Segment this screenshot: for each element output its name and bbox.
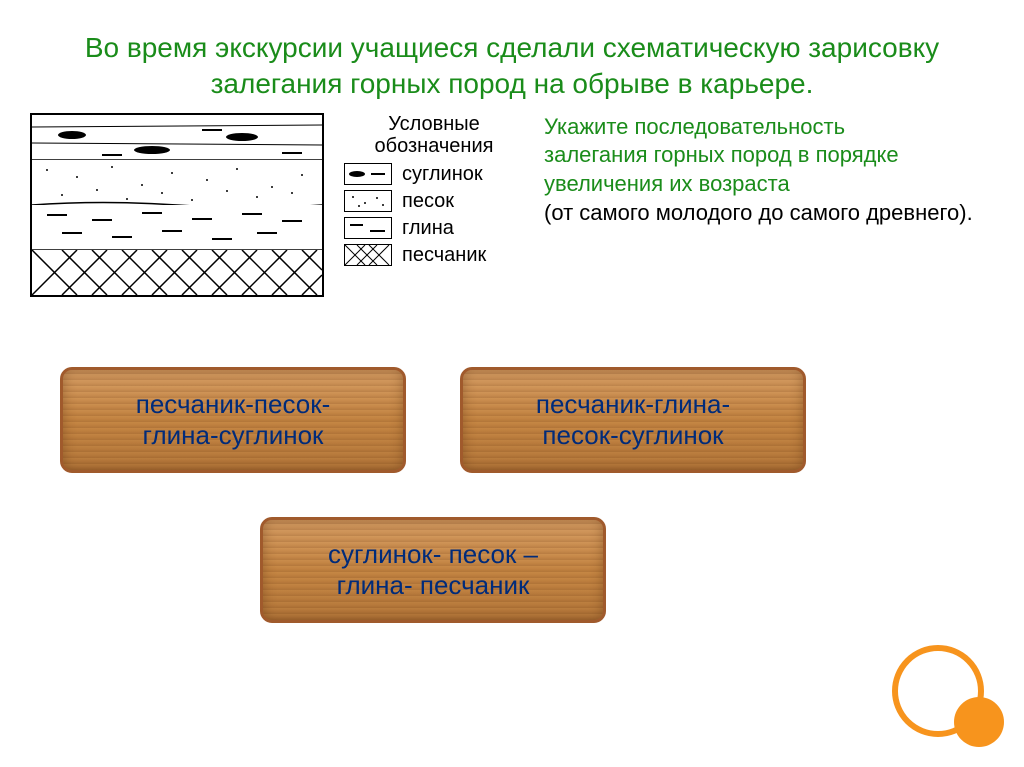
content-row: Условные обозначения суглинок песок глин… [0,113,1024,297]
answer-option-1[interactable]: песчаник-песок- глина-суглинок [60,367,406,473]
answer-option-2[interactable]: песчаник-глина- песок-суглинок [460,367,806,473]
legend-item: песок [344,190,524,213]
question-line: (от самого молодого до самого древнего). [544,200,973,225]
swatch-pesok [344,190,392,212]
option-text: песчаник-песок- [136,389,331,419]
legend-item: песчаник [344,244,524,267]
legend-label: песок [402,190,454,213]
option-text: песчаник-глина- [536,389,730,419]
question-text: Укажите последовательность залегания гор… [544,113,994,297]
option-text: глина- песчаник [337,570,530,600]
legend: Условные обозначения суглинок песок глин… [344,113,524,297]
page-title: Во время экскурсии учащиеся сделали схем… [0,0,1024,113]
swatch-peschanik [344,244,392,266]
strata-diagram [30,113,324,297]
option-text: песок-суглинок [542,420,723,450]
question-line: Укажите последовательность [544,114,845,139]
diagram-svg [32,115,322,295]
swatch-suglinok [344,163,392,185]
decoration-circle-solid [954,697,1004,747]
legend-item: глина [344,217,524,240]
question-line: залегания горных пород в порядке увеличе… [544,142,899,196]
legend-title: Условные обозначения [344,113,524,157]
option-text: глина-суглинок [143,420,324,450]
legend-label: глина [402,217,454,240]
answer-option-3[interactable]: суглинок- песок – глина- песчаник [260,517,606,623]
swatch-glina [344,217,392,239]
legend-label: суглинок [402,163,483,186]
option-text: суглинок- песок – [328,539,538,569]
legend-label: песчаник [402,244,486,267]
legend-item: суглинок [344,163,524,186]
